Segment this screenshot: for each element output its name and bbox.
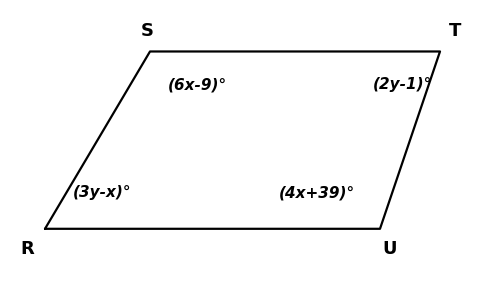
Text: (4x+39)°: (4x+39)° [279,185,355,200]
Text: R: R [20,240,34,258]
Text: T: T [449,23,461,40]
Text: S: S [141,23,154,40]
Text: (6x-9)°: (6x-9)° [168,77,226,92]
Text: U: U [383,240,397,258]
Text: (2y-1)°: (2y-1)° [373,77,432,92]
Text: (3y-x)°: (3y-x)° [72,185,131,200]
